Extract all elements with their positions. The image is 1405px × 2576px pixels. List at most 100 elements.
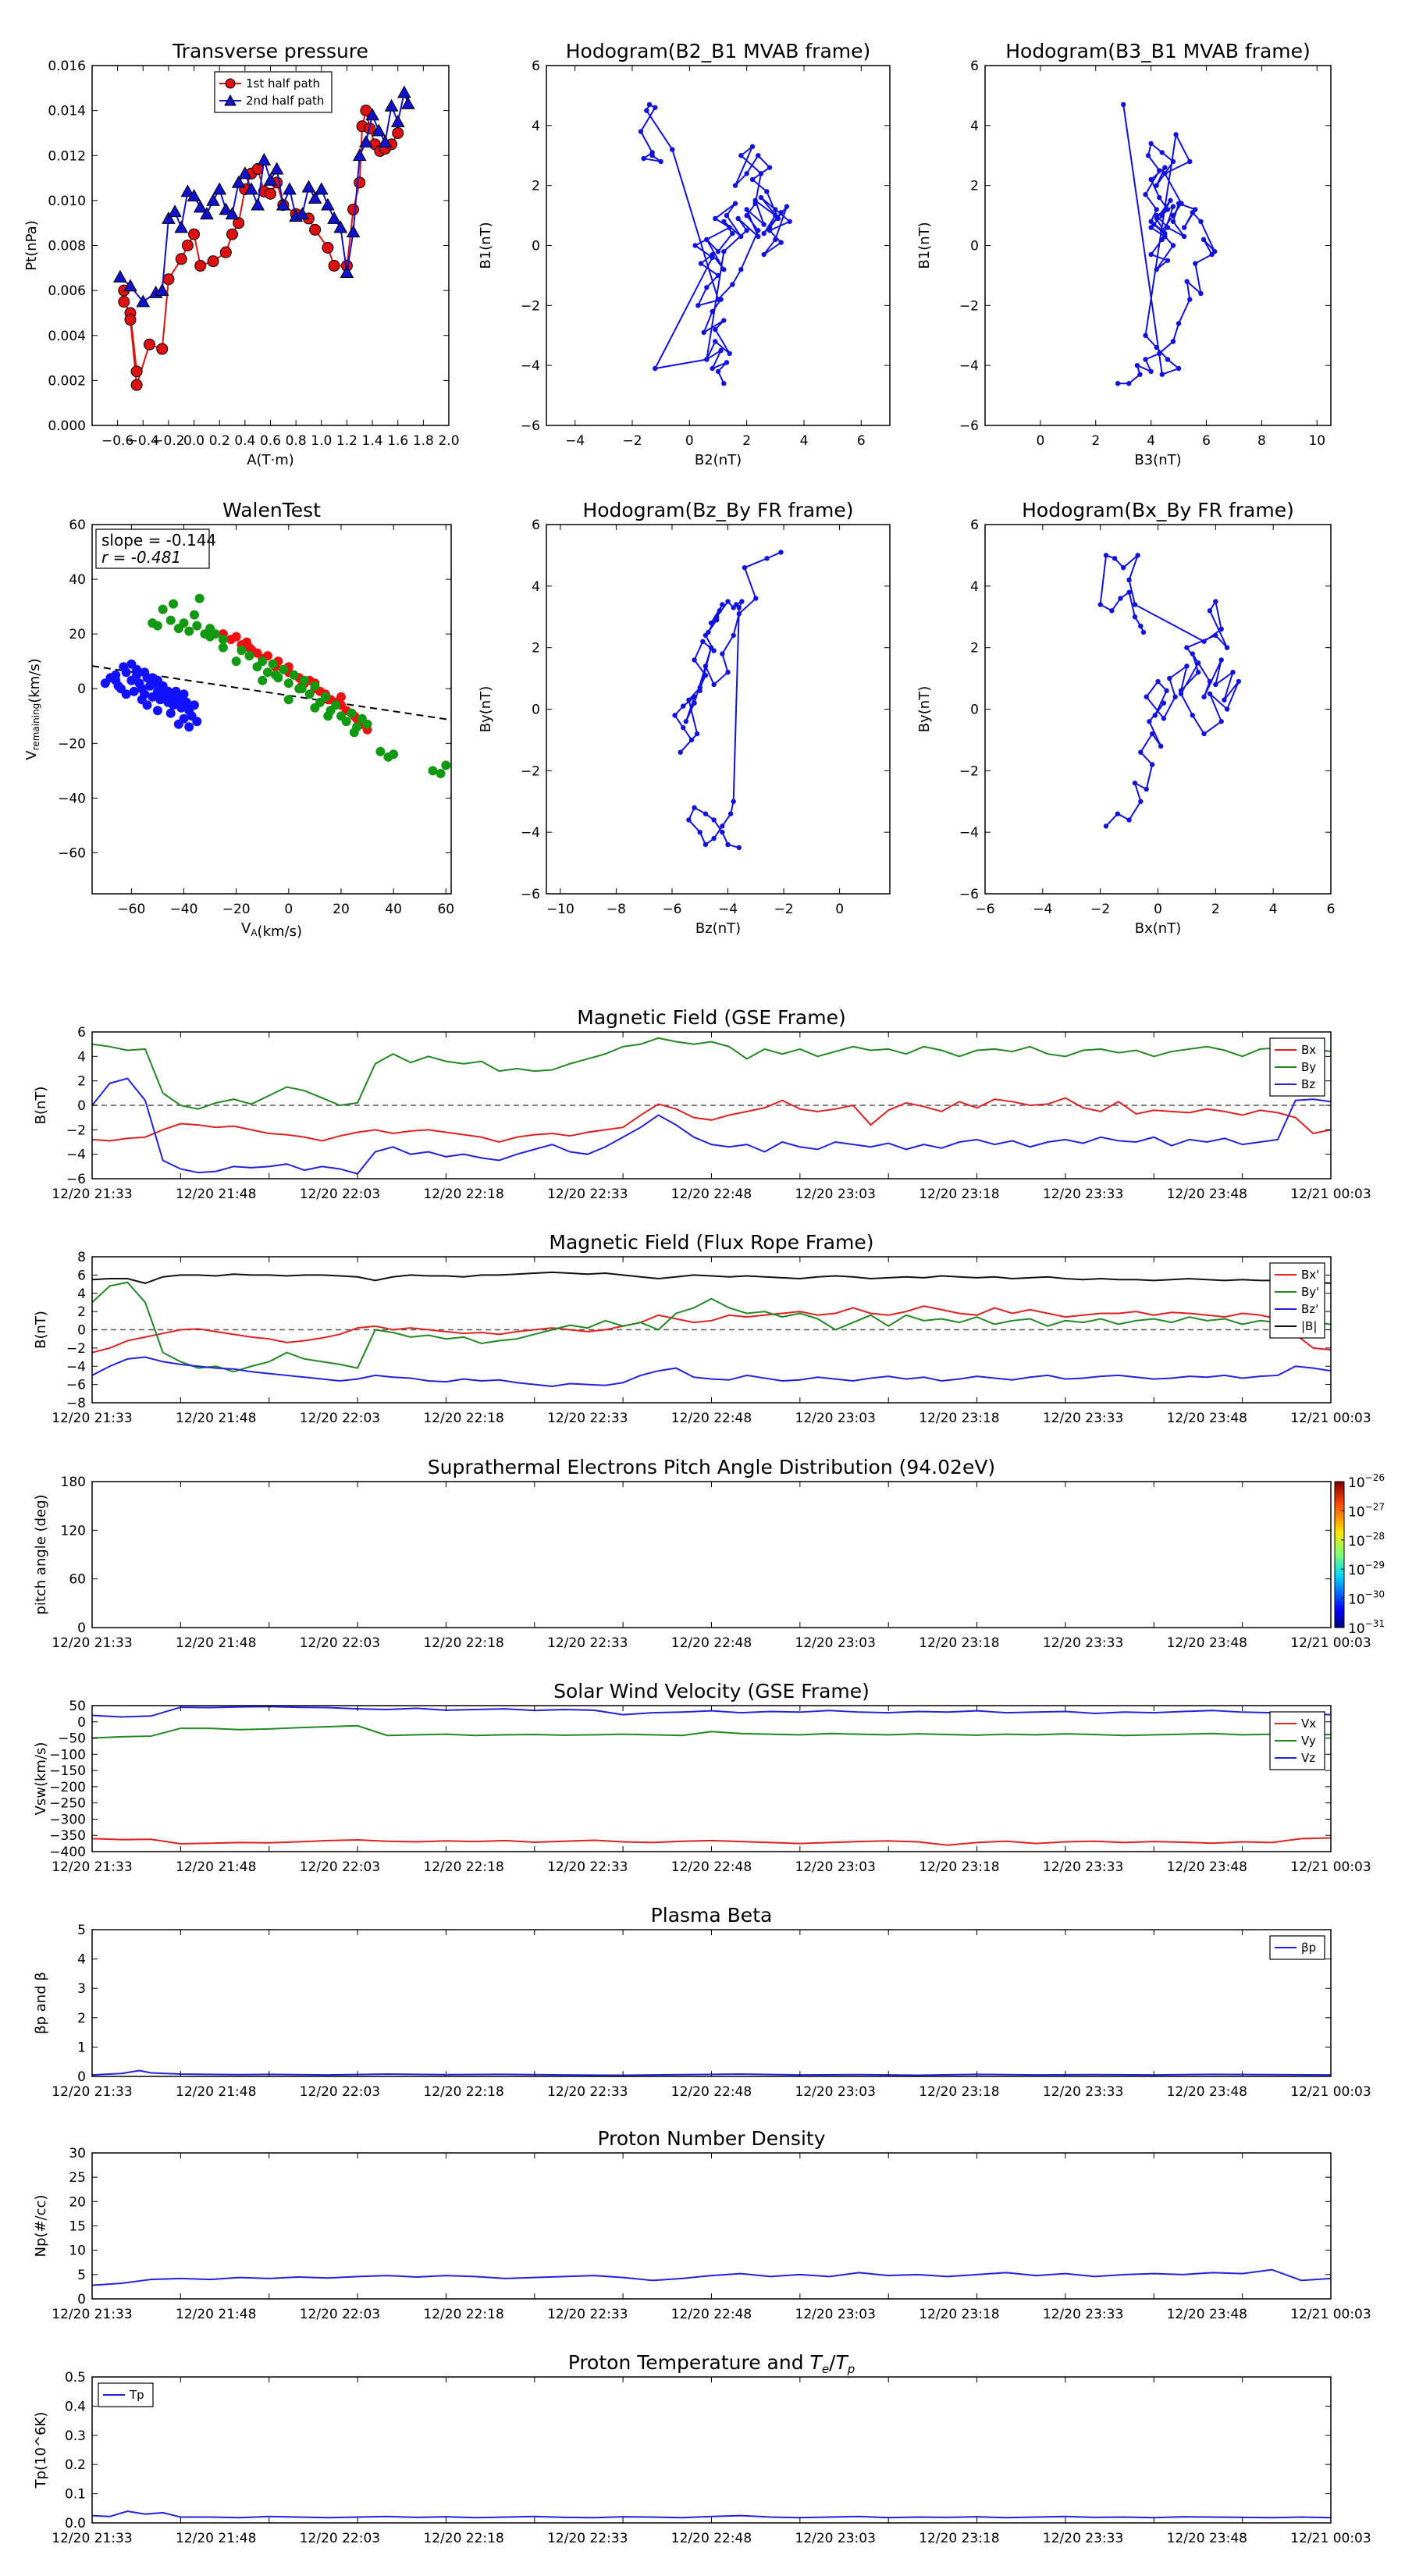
data-point — [283, 182, 297, 195]
legend: Bx' By' Bz' |B| — [1269, 1262, 1325, 1339]
data-point — [378, 134, 393, 148]
x-tick-label: −2 — [1090, 902, 1110, 917]
data-point — [1164, 688, 1169, 694]
x-tick-label: 0 — [284, 902, 293, 917]
data-point — [692, 805, 697, 810]
y-tick-label: 4 — [532, 579, 540, 595]
data-point — [283, 695, 293, 705]
data-point — [212, 182, 227, 195]
time-tick-label: 12/20 21:48 — [176, 1411, 256, 1426]
data-point — [1236, 678, 1242, 685]
y-tick-label: 0.010 — [48, 194, 86, 209]
y-tick-label: 6 — [532, 59, 540, 74]
time-tick-label: 12/21 00:03 — [1290, 1187, 1371, 1202]
data-point — [727, 350, 732, 356]
x-tick-label: 1.6 — [387, 433, 408, 449]
y-tick-label: −2 — [959, 763, 979, 779]
data-point — [756, 153, 761, 158]
data-point — [158, 604, 168, 614]
time-tick-label: 12/20 22:18 — [423, 1635, 503, 1651]
data-point — [231, 175, 246, 188]
x-tick-label: −0.2 — [152, 433, 184, 449]
data-point — [200, 207, 214, 220]
y-tick-label: 0 — [532, 239, 540, 254]
chart-panel-transverse: Transverse pressure −0.6−0.4−0.20.0 0.2 0.4… — [23, 40, 460, 468]
data-point — [436, 768, 446, 778]
annotation-box — [95, 528, 210, 569]
y-axis-label: pitch angle (deg) — [33, 1494, 49, 1614]
data-point — [184, 722, 194, 732]
data-point — [165, 615, 176, 625]
colorbar-tick-label: 10−27 — [1348, 1501, 1385, 1520]
plot-area — [92, 2069, 1331, 2076]
time-tick-label: 12/20 23:33 — [1043, 2531, 1123, 2546]
legend: Bx By Bz — [1269, 1037, 1325, 1097]
y-tick-label: 0 — [970, 239, 979, 254]
time-tick-label: 12/20 22:33 — [547, 1411, 628, 1426]
series-line — [92, 2069, 1331, 2076]
data-point — [238, 166, 252, 180]
data-point — [730, 282, 735, 287]
data-point — [756, 233, 761, 240]
data-point — [1103, 553, 1109, 558]
data-point — [310, 681, 320, 691]
y-axis-label: Pt(nPa) — [23, 220, 40, 270]
y-tick-label: −150 — [49, 1763, 86, 1779]
x-tick-label: −8 — [606, 902, 626, 917]
data-point — [1121, 101, 1126, 108]
data-point — [162, 273, 175, 286]
data-point — [1143, 357, 1148, 362]
x-tick-label: 2 — [1091, 433, 1100, 449]
data-point — [658, 158, 663, 165]
plot-frame — [91, 524, 452, 895]
data-point — [346, 225, 361, 238]
data-point — [724, 360, 730, 365]
time-tick-label: 12/20 23:18 — [919, 2307, 999, 2322]
chart-panel-mag_gse: Magnetic Field (GSE Frame) 12/20 21:33 12/… — [33, 1006, 1371, 1202]
chart-panel-hodo_b2b1: Hodogram(B2_B1 MVAB frame) −4 −2 0 2 4 6 −6 −4 −2… — [478, 40, 891, 468]
legend-label: Bx — [1301, 1043, 1316, 1057]
legend: 1st half path 2nd half path — [214, 71, 333, 113]
time-tick-label: 12/20 22:03 — [300, 1859, 380, 1875]
data-point — [1213, 599, 1218, 604]
time-tick-label: 12/20 21:48 — [176, 2307, 256, 2322]
data-point — [1152, 713, 1158, 718]
data-point — [773, 207, 778, 212]
data-point — [308, 190, 322, 204]
x-axis-label: B3(nT) — [1134, 452, 1181, 468]
time-tick-label: 12/21 00:03 — [1290, 2084, 1371, 2100]
data-point — [1222, 697, 1227, 703]
x-tick-label: 0.6 — [260, 433, 281, 449]
chart-panel-temp: Proton Temperature and Te/Tp 12/20 21:33 1… — [33, 2351, 1371, 2546]
data-point — [1187, 297, 1193, 302]
time-tick-label: 12/20 22:48 — [671, 1187, 752, 1202]
data-point — [1176, 365, 1182, 372]
time-tick-label: 12/20 21:48 — [176, 1859, 256, 1875]
plot-frame — [546, 65, 891, 426]
data-point — [1126, 817, 1132, 823]
legend: Vx Vy Vz — [1269, 1711, 1325, 1770]
y-axis-label: Vremaining(km/s) — [23, 658, 43, 760]
data-point — [752, 201, 758, 206]
time-tick-label: 12/20 22:33 — [547, 1859, 628, 1875]
data-point — [702, 841, 709, 848]
data-point — [695, 303, 701, 308]
y-axis-label: B1(nT) — [478, 222, 494, 269]
data-point — [697, 829, 702, 835]
data-point — [638, 129, 644, 134]
data-point — [400, 96, 415, 109]
data-point — [263, 173, 278, 186]
series-line — [92, 1724, 1331, 1739]
data-point — [181, 697, 191, 707]
series-line — [1118, 104, 1216, 385]
data-point — [736, 605, 742, 610]
data-point — [1198, 290, 1204, 297]
data-point — [730, 230, 735, 237]
y-tick-label: 120 — [61, 1523, 86, 1539]
data-point — [738, 153, 744, 158]
plot-frame — [91, 1705, 1332, 1852]
time-tick-label: 12/20 23:33 — [1043, 1411, 1123, 1426]
time-tick-label: 12/20 23:33 — [1043, 1859, 1123, 1875]
y-tick-label: 2 — [77, 1074, 86, 1090]
x-tick-label: 0.8 — [286, 433, 307, 449]
